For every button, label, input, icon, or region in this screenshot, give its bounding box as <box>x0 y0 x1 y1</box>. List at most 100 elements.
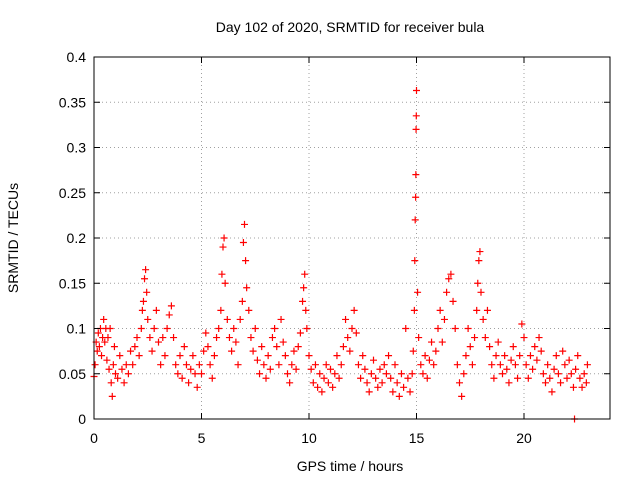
data-point <box>266 365 274 373</box>
data-point <box>464 325 472 332</box>
data-point <box>284 370 291 378</box>
chart-title: Day 102 of 2020, SRMTID for receiver bul… <box>216 19 485 35</box>
data-point <box>440 315 448 323</box>
data-point <box>411 257 419 265</box>
y-tick-label: 0 <box>78 411 86 427</box>
data-point <box>582 379 590 387</box>
data-point <box>552 352 560 360</box>
data-point <box>124 370 132 378</box>
data-point <box>191 370 199 378</box>
data-point <box>213 334 221 342</box>
x-tick-label: 10 <box>301 430 317 446</box>
data-point <box>477 288 485 296</box>
data-point <box>141 275 149 283</box>
data-point <box>492 352 500 360</box>
data-point <box>103 356 111 364</box>
data-point <box>421 352 429 360</box>
data-point <box>430 361 438 369</box>
data-point <box>331 370 339 378</box>
data-point <box>348 325 356 332</box>
data-point <box>146 334 154 342</box>
data-point <box>165 311 173 319</box>
data-point <box>309 379 317 387</box>
data-point <box>324 379 332 387</box>
data-point <box>137 325 145 332</box>
data-point <box>474 279 482 287</box>
data-point <box>286 379 294 387</box>
data-point <box>241 220 248 228</box>
data-point <box>106 325 114 332</box>
data-point <box>346 347 354 355</box>
data-point <box>481 334 489 342</box>
data-point <box>198 370 205 378</box>
data-point <box>239 239 247 247</box>
data-point <box>135 352 143 360</box>
data-point <box>505 379 513 387</box>
data-point <box>182 361 190 369</box>
data-point <box>520 334 528 342</box>
data-point <box>206 361 214 369</box>
data-point <box>335 374 343 382</box>
data-point <box>402 325 410 332</box>
data-point <box>292 365 300 373</box>
data-point <box>475 257 483 265</box>
data-point <box>391 361 399 369</box>
data-point <box>494 338 502 346</box>
data-point <box>228 347 236 355</box>
data-point <box>483 306 491 314</box>
data-point <box>159 334 167 342</box>
data-point <box>253 356 261 364</box>
data-point <box>208 374 216 382</box>
data-point <box>397 370 405 378</box>
data-point <box>583 361 591 369</box>
data-point <box>479 315 487 323</box>
y-tick-label: 0.25 <box>59 185 86 201</box>
data-point <box>93 347 101 355</box>
data-point <box>220 234 228 242</box>
data-point <box>138 306 146 314</box>
data-point <box>468 361 476 369</box>
data-point <box>279 338 287 346</box>
data-point <box>522 361 530 369</box>
data-point <box>559 347 567 355</box>
data-point <box>221 279 229 287</box>
data-point <box>488 361 496 369</box>
data-point <box>243 284 251 292</box>
data-point <box>415 334 423 342</box>
y-axis-label: SRMTID / TECUs <box>5 183 21 293</box>
data-point <box>251 325 259 332</box>
data-point <box>264 352 272 360</box>
data-point <box>451 325 459 332</box>
data-point <box>139 297 147 305</box>
data-point <box>133 334 141 342</box>
data-point <box>531 343 539 351</box>
data-point <box>490 374 498 382</box>
data-point <box>342 315 350 323</box>
data-point <box>458 392 466 400</box>
data-point <box>434 325 442 332</box>
data-point <box>296 329 304 337</box>
data-point <box>514 374 522 382</box>
data-point <box>496 361 504 369</box>
y-tick-label: 0.1 <box>67 321 87 337</box>
data-point <box>114 374 122 382</box>
data-point <box>554 370 562 378</box>
x-tick-label: 0 <box>90 430 98 446</box>
data-point <box>204 343 212 351</box>
data-point <box>548 388 556 396</box>
data-point <box>110 343 118 351</box>
data-point <box>294 343 302 351</box>
data-point <box>223 315 231 323</box>
data-point <box>172 361 180 369</box>
data-point <box>234 361 242 369</box>
data-point <box>337 361 345 369</box>
data-point <box>163 325 171 332</box>
data-point <box>533 356 541 364</box>
data-point <box>393 379 401 387</box>
data-point <box>412 125 420 133</box>
data-point <box>148 347 156 355</box>
data-point <box>176 352 184 360</box>
data-point <box>359 352 367 360</box>
data-point <box>187 365 195 373</box>
